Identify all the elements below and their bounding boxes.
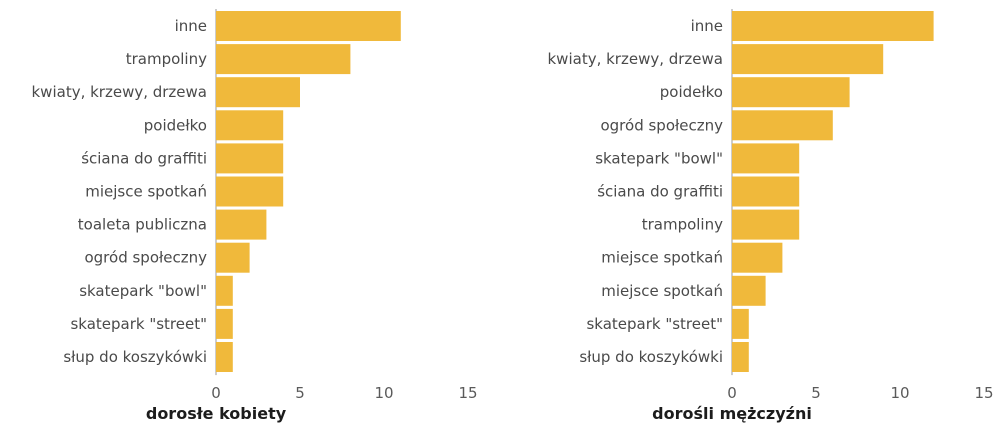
category-label-women-0: inne bbox=[175, 17, 207, 35]
category-label-men-10: słup do koszykówki bbox=[579, 348, 723, 366]
bar-women-8 bbox=[216, 275, 233, 306]
x-tick-label-men-0: 0 bbox=[727, 384, 737, 402]
bar-women-7 bbox=[216, 242, 250, 273]
bar-men-3 bbox=[732, 110, 833, 141]
category-label-men-2: poidełko bbox=[660, 83, 723, 101]
bar-women-9 bbox=[216, 308, 233, 339]
category-label-women-8: skatepark "bowl" bbox=[79, 282, 207, 300]
bar-men-10 bbox=[732, 342, 749, 372]
bar-men-7 bbox=[732, 242, 783, 273]
x-tick-label-men-1: 5 bbox=[811, 384, 821, 402]
category-label-men-1: kwiaty, krzewy, drzewa bbox=[548, 50, 724, 68]
chart-title-women: dorosłe kobiety bbox=[145, 404, 287, 423]
bar-chart-women: inne trampoliny kwiaty, krzewy, drzewa poid… bbox=[32, 9, 478, 402]
chart-panel-men: inne kwiaty, krzewy, drzewa poidełko ogród … bbox=[500, 0, 996, 429]
category-label-women-7: ogród społeczny bbox=[84, 249, 207, 267]
category-label-women-10: słup do koszykówki bbox=[63, 348, 207, 366]
bar-women-4 bbox=[216, 143, 284, 174]
category-label-women-3: poidełko bbox=[144, 116, 207, 134]
category-label-men-5: ściana do graffiti bbox=[597, 183, 723, 201]
bar-women-1 bbox=[216, 44, 351, 75]
chart-panel-women: inne trampoliny kwiaty, krzewy, drzewa poid… bbox=[32, 9, 478, 423]
category-label-women-5: miejsce spotkań bbox=[85, 183, 207, 201]
bar-men-8 bbox=[732, 275, 766, 306]
category-label-men-9: skatepark "street" bbox=[586, 315, 723, 333]
bar-men-0 bbox=[732, 11, 934, 41]
category-label-men-7: miejsce spotkań bbox=[601, 249, 723, 267]
chart-title-men: dorośli mężczyźni bbox=[652, 404, 812, 423]
x-tick-label-women-2: 10 bbox=[374, 384, 393, 402]
bar-women-2 bbox=[216, 77, 300, 108]
bar-men-5 bbox=[732, 176, 800, 207]
category-label-men-3: ogród społeczny bbox=[600, 116, 723, 134]
x-tick-label-women-1: 5 bbox=[295, 384, 305, 402]
bar-men-6 bbox=[732, 209, 800, 240]
x-tick-label-women-0: 0 bbox=[211, 384, 221, 402]
bar-women-3 bbox=[216, 110, 284, 141]
bar-men-2 bbox=[732, 77, 850, 108]
category-label-men-0: inne bbox=[691, 17, 723, 35]
x-tick-label-men-2: 10 bbox=[890, 384, 909, 402]
category-label-men-8: miejsce spotkań bbox=[601, 282, 723, 300]
x-tick-label-men-3: 15 bbox=[974, 384, 993, 402]
bar-women-10 bbox=[216, 342, 233, 372]
bar-men-9 bbox=[732, 308, 749, 339]
bar-women-5 bbox=[216, 176, 284, 207]
bar-men-4 bbox=[732, 143, 800, 174]
category-label-women-4: ściana do graffiti bbox=[81, 149, 207, 167]
bar-men-1 bbox=[732, 44, 884, 75]
bar-women-0 bbox=[216, 11, 401, 41]
category-label-women-9: skatepark "street" bbox=[70, 315, 207, 333]
bar-women-6 bbox=[216, 209, 267, 240]
category-label-women-6: toaleta publiczna bbox=[78, 216, 207, 234]
category-label-women-2: kwiaty, krzewy, drzewa bbox=[32, 83, 208, 101]
x-tick-label-women-3: 15 bbox=[458, 384, 477, 402]
category-label-men-6: trampoliny bbox=[642, 216, 723, 234]
category-label-women-1: trampoliny bbox=[126, 50, 207, 68]
bar-chart-men: inne kwiaty, krzewy, drzewa poidełko ogród … bbox=[548, 9, 994, 402]
category-label-men-4: skatepark "bowl" bbox=[595, 149, 723, 167]
